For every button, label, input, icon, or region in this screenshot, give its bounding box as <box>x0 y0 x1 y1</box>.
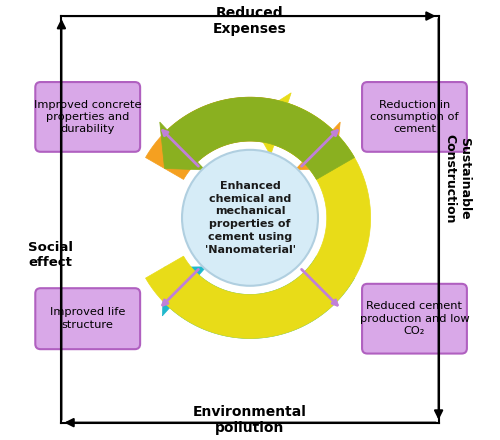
FancyBboxPatch shape <box>362 82 467 152</box>
Text: Improved life
structure: Improved life structure <box>50 308 126 330</box>
Text: Environmental
pollution: Environmental pollution <box>193 405 307 435</box>
Text: Reduction in
consumption of
cement: Reduction in consumption of cement <box>370 99 459 134</box>
FancyBboxPatch shape <box>36 82 140 152</box>
Text: Social
effect: Social effect <box>28 241 73 269</box>
Polygon shape <box>146 93 370 338</box>
FancyBboxPatch shape <box>36 288 140 349</box>
Circle shape <box>182 150 318 286</box>
Text: Reduced cement
production and low
CO₂: Reduced cement production and low CO₂ <box>360 301 470 336</box>
FancyBboxPatch shape <box>362 284 467 354</box>
Text: Improved concrete
properties and
durability: Improved concrete properties and durabil… <box>34 99 142 134</box>
Polygon shape <box>160 97 354 180</box>
Text: Reduced
Expenses: Reduced Expenses <box>213 6 287 36</box>
Polygon shape <box>146 97 340 180</box>
Text: Enhanced
chemical and
mechanical
properties of
cement using
'Nanomaterial': Enhanced chemical and mechanical propert… <box>204 181 296 255</box>
Polygon shape <box>162 256 354 338</box>
Text: Sustainable
Construction: Sustainable Construction <box>443 134 471 223</box>
